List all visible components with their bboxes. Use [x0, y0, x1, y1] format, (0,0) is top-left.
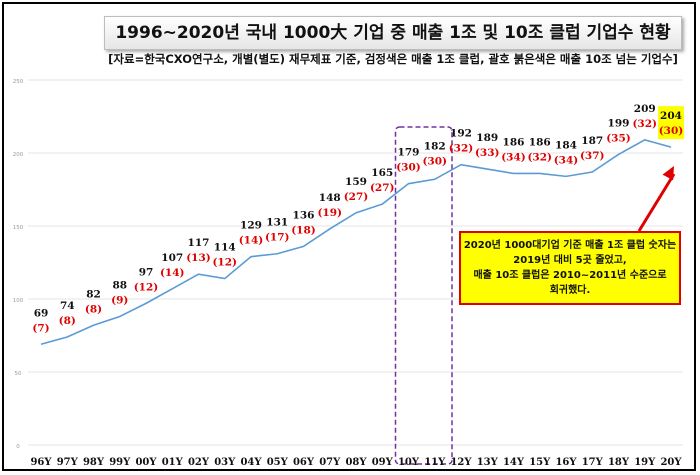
x-label-03Y: 03Y [214, 457, 236, 468]
label-1조-16Y: 184 [555, 139, 577, 151]
label-10조-05Y: (17) [265, 232, 290, 244]
label-1조-08Y: 159 [345, 176, 367, 188]
label-1조-14Y: 186 [503, 136, 525, 148]
label-1조-17Y: 187 [581, 135, 603, 147]
callout-box: 2020년 1000대기업 기준 매출 1조 클럽 숫자는 2019년 대비 5… [459, 231, 681, 305]
label-1조-03Y: 114 [214, 242, 236, 254]
label-10조-11Y: (30) [422, 155, 447, 167]
x-label-02Y: 02Y [188, 457, 210, 468]
label-10조-14Y: (34) [501, 151, 526, 163]
label-1조-19Y: 209 [634, 103, 656, 115]
chart-frame [2, 2, 696, 471]
highlight-box-10y-11y [394, 126, 453, 465]
label-1조-07Y: 148 [319, 192, 341, 204]
label-10조-01Y: (14) [160, 267, 185, 279]
x-label-04Y: 04Y [240, 457, 262, 468]
callout-line-4: 회귀했다. [549, 285, 591, 296]
x-label-99Y: 99Y [109, 457, 131, 468]
y-tick-label: 150 [13, 225, 24, 231]
label-10조-13Y: (33) [475, 147, 500, 159]
x-label-15Y: 15Y [529, 457, 551, 468]
label-1조-02Y: 117 [188, 237, 210, 249]
y-tick-label: 100 [13, 298, 24, 304]
y-tick-label: 50 [15, 371, 22, 377]
x-label-09Y: 09Y [372, 457, 394, 468]
label-1조-98Y: 82 [86, 288, 101, 300]
label-10조-10Y: (30) [396, 162, 421, 174]
y-axis-ticks: 0 50 100 150 200 250 [13, 79, 24, 450]
label-1조-05Y: 131 [266, 217, 288, 229]
x-axis-labels: 96Y 97Y 98Y 99Y 00Y 01Y 02Y 03Y 04Y 05Y 06Y 07Y 08Y 0… [30, 457, 682, 468]
label-1조-10Y: 179 [398, 147, 420, 159]
x-label-96Y: 96Y [30, 457, 52, 468]
x-label-10Y: 10Y [398, 457, 420, 468]
x-label-01Y: 01Y [162, 457, 184, 468]
x-label-17Y: 17Y [582, 457, 604, 468]
callout-arrow [637, 173, 676, 232]
label-1조-15Y: 186 [529, 136, 551, 148]
label-10조-15Y: (32) [527, 151, 552, 163]
label-10조-16Y: (34) [554, 154, 579, 166]
label-10조-19Y: (32) [632, 118, 657, 130]
label-1조-97Y: 74 [60, 300, 75, 312]
x-label-20Y: 20Y [660, 457, 682, 468]
x-label-08Y: 08Y [345, 457, 367, 468]
label-1조-96Y: 69 [34, 307, 49, 319]
callout-line-1: 2020년 1000대기업 기준 매출 1조 클럽 숫자는 [463, 240, 677, 251]
label-1조-01Y: 107 [161, 252, 183, 264]
y-tick-label: 200 [13, 152, 24, 158]
label-10조-03Y: (12) [212, 257, 237, 269]
x-label-12Y: 12Y [450, 457, 472, 468]
label-10조-20Y: (30) [659, 125, 684, 137]
y-tick-label: 250 [13, 79, 24, 85]
x-label-14Y: 14Y [503, 457, 525, 468]
x-label-00Y: 00Y [135, 457, 157, 468]
label-10조-99Y: (9) [111, 295, 128, 307]
x-label-97Y: 97Y [57, 457, 79, 468]
label-10조-07Y: (19) [317, 207, 342, 219]
label-10조-02Y: (13) [186, 252, 211, 264]
callout-arrowhead [662, 166, 674, 181]
series-line-1조 [40, 139, 672, 346]
label-10조-18Y: (35) [606, 132, 631, 144]
label-1조-13Y: 189 [476, 132, 498, 144]
gridlines [28, 79, 683, 446]
callout-line-3: 매출 10조 클럽은 2010~2011년 수준으로 [473, 270, 667, 281]
x-label-13Y: 13Y [477, 457, 499, 468]
label-1조-99Y: 88 [112, 280, 127, 292]
data-labels: 69 (7) 74 (8) 82 (8) 88 (9) 97 (12) 107 (14) 117 (13)… [32, 103, 684, 334]
label-1조-04Y: 129 [240, 220, 262, 232]
label-10조-97Y: (8) [59, 315, 76, 327]
callout-line-2: 2019년 대비 5곳 줄었고, [513, 255, 627, 266]
source-note: [자료=한국CXO연구소, 개별(별도) 재무제표 기준, 검정색은 매출 1조… [108, 52, 678, 66]
label-1조-18Y: 199 [608, 117, 630, 129]
x-label-07Y: 07Y [319, 457, 341, 468]
label-10조-04Y: (14) [239, 235, 264, 247]
label-1조-20Y: 204 [660, 110, 682, 122]
label-10조-06Y: (18) [291, 224, 316, 236]
label-10조-09Y: (27) [370, 182, 395, 194]
label-10조-12Y: (32) [449, 143, 474, 155]
chart-title: 1996~2020년 국내 1000大 기업 중 매출 1조 및 10조 클럽 … [104, 16, 682, 50]
label-10조-00Y: (12) [134, 281, 159, 293]
x-label-18Y: 18Y [608, 457, 630, 468]
label-10조-98Y: (8) [85, 303, 102, 315]
x-label-98Y: 98Y [83, 457, 105, 468]
label-1조-06Y: 136 [293, 209, 315, 221]
label-1조-11Y: 182 [424, 140, 446, 152]
label-1조-00Y: 97 [139, 266, 154, 278]
x-label-05Y: 05Y [267, 457, 289, 468]
label-10조-08Y: (27) [344, 191, 369, 203]
label-1조-12Y: 192 [450, 128, 472, 140]
x-label-16Y: 16Y [555, 457, 577, 468]
label-10조-17Y: (37) [580, 150, 605, 162]
label-10조-96Y: (7) [32, 322, 49, 334]
highlight-20y-label-bg [658, 106, 684, 140]
x-label-11Y: 11Y [424, 457, 446, 468]
label-1조-09Y: 165 [371, 167, 393, 179]
x-label-19Y: 19Y [634, 457, 656, 468]
y-tick-label: 0 [16, 444, 20, 450]
x-label-06Y: 06Y [293, 457, 315, 468]
